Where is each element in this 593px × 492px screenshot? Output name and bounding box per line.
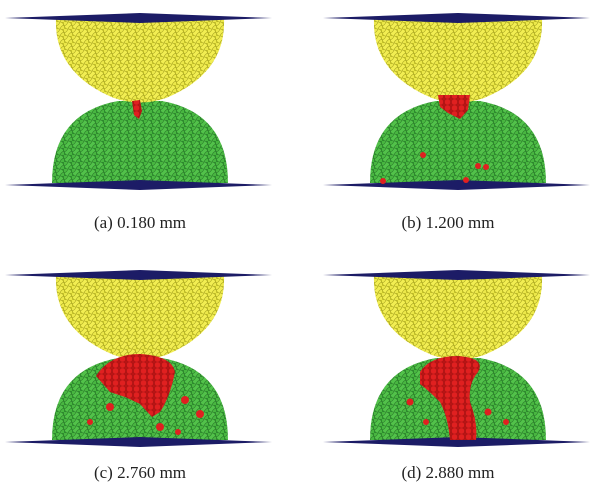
panel-d (323, 270, 590, 447)
panel-c (5, 270, 272, 447)
panel-b (323, 13, 590, 190)
figure: (a) 0.180 mm (b) 1.200 mm (c) 2.760 mm (… (0, 0, 593, 492)
caption: (b) 1.200 mm (401, 213, 494, 232)
panel-a (5, 13, 272, 190)
caption: (a) 0.180 mm (94, 213, 186, 232)
caption: (c) 2.760 mm (94, 463, 186, 482)
caption: (d) 2.880 mm (401, 463, 494, 482)
